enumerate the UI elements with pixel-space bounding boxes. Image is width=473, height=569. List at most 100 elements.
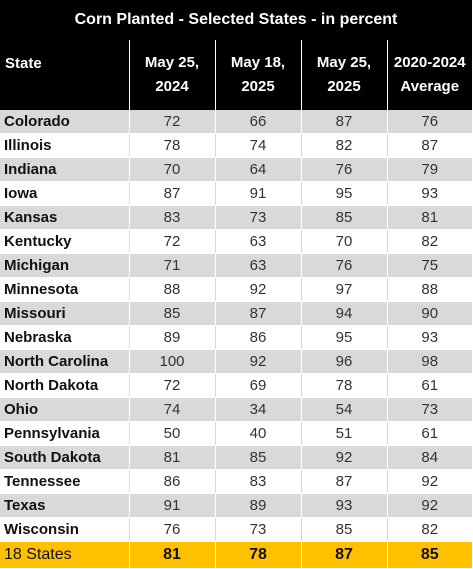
- table-row: North Dakota 72 69 78 61: [0, 373, 472, 398]
- state-name-cell: Missouri: [0, 301, 129, 326]
- state-name-cell: Kansas: [0, 205, 129, 230]
- value-cell: 63: [214, 229, 301, 254]
- column-header: 2020-2024 Average: [386, 40, 472, 110]
- value-cell: 61: [386, 373, 472, 398]
- state-name-cell: South Dakota: [0, 445, 129, 470]
- table-row: Illinois 78 74 82 87: [0, 133, 472, 158]
- column-header: May 25, 2025: [300, 40, 387, 110]
- value-cell: 87: [214, 301, 301, 326]
- value-cell: 94: [300, 301, 387, 326]
- value-cell: 70: [128, 157, 215, 182]
- value-cell: 79: [386, 157, 472, 182]
- value-cell: 74: [214, 133, 301, 158]
- value-cell: 85: [300, 517, 387, 542]
- value-cell: 76: [128, 517, 215, 542]
- state-name-cell: Pennsylvania: [0, 421, 129, 446]
- state-name-cell: Tennessee: [0, 469, 129, 494]
- state-name-cell: Illinois: [0, 133, 129, 158]
- value-cell: 89: [214, 493, 301, 518]
- value-cell: 72: [128, 110, 215, 134]
- table-row: Iowa 87 91 95 93: [0, 181, 472, 206]
- value-cell: 64: [214, 157, 301, 182]
- state-name-cell: Minnesota: [0, 277, 129, 302]
- column-header-line: Average: [400, 78, 460, 95]
- column-header-line: 2020-2024: [393, 54, 466, 71]
- state-name-cell: North Dakota: [0, 373, 129, 398]
- value-cell: 34: [214, 397, 301, 422]
- value-cell: 89: [128, 325, 215, 350]
- value-cell: 86: [214, 325, 301, 350]
- state-name-cell: North Carolina: [0, 349, 129, 374]
- table-row: Kansas 83 73 85 81: [0, 205, 472, 230]
- value-cell: 66: [214, 110, 301, 134]
- table-row: Missouri 85 87 94 90: [0, 301, 472, 326]
- column-header: State: [0, 40, 129, 110]
- total-row: 18 States 81 78 87 85: [0, 541, 472, 569]
- value-cell: 82: [386, 229, 472, 254]
- value-cell: 76: [300, 253, 387, 278]
- total-value-cell: 87: [300, 541, 387, 569]
- state-name-cell: Ohio: [0, 397, 129, 422]
- value-cell: 69: [214, 373, 301, 398]
- value-cell: 54: [300, 397, 387, 422]
- value-cell: 90: [386, 301, 472, 326]
- table-row: Pennsylvania 50 40 51 61: [0, 421, 472, 446]
- value-cell: 92: [386, 469, 472, 494]
- value-cell: 92: [214, 349, 301, 374]
- state-name-cell: Nebraska: [0, 325, 129, 350]
- value-cell: 87: [128, 181, 215, 206]
- column-header: May 18, 2025: [214, 40, 301, 110]
- table-row: Indiana 70 64 76 79: [0, 157, 472, 182]
- value-cell: 70: [300, 229, 387, 254]
- table-row: Texas 91 89 93 92: [0, 493, 472, 518]
- column-header-line: May 18,: [230, 54, 286, 71]
- value-cell: 81: [386, 205, 472, 230]
- value-cell: 85: [300, 205, 387, 230]
- value-cell: 76: [300, 157, 387, 182]
- value-cell: 83: [128, 205, 215, 230]
- value-cell: 96: [300, 349, 387, 374]
- value-cell: 100: [128, 349, 215, 374]
- header-row: State May 25, 2024 May 18, 2025 May 25, 2025 20…: [0, 40, 472, 110]
- value-cell: 97: [300, 277, 387, 302]
- value-cell: 82: [386, 517, 472, 542]
- value-cell: 40: [214, 421, 301, 446]
- table-row: Wisconsin 76 73 85 82: [0, 517, 472, 542]
- state-name-cell: Kentucky: [0, 229, 129, 254]
- value-cell: 84: [386, 445, 472, 470]
- value-cell: 93: [300, 493, 387, 518]
- value-cell: 92: [386, 493, 472, 518]
- value-cell: 92: [214, 277, 301, 302]
- table-row: Michigan 71 63 76 75: [0, 253, 472, 278]
- value-cell: 74: [128, 397, 215, 422]
- table-body: Colorado 72 66 87 76 Illinois 78 74 82 87 Indiana 7…: [0, 110, 472, 569]
- value-cell: 72: [128, 373, 215, 398]
- value-cell: 81: [128, 445, 215, 470]
- column-header-line: May 25,: [316, 54, 372, 71]
- value-cell: 91: [128, 493, 215, 518]
- column-header-line: 2024: [155, 78, 189, 95]
- table-row: Ohio 74 34 54 73: [0, 397, 472, 422]
- state-name-cell: Michigan: [0, 253, 129, 278]
- value-cell: 63: [214, 253, 301, 278]
- value-cell: 83: [214, 469, 301, 494]
- state-name-cell: Texas: [0, 493, 129, 518]
- value-cell: 78: [300, 373, 387, 398]
- column-header: May 25, 2024: [128, 40, 215, 110]
- value-cell: 75: [386, 253, 472, 278]
- state-name-cell: Indiana: [0, 157, 129, 182]
- table-header: State May 25, 2024 May 18, 2025 May 25, 2025 20…: [0, 40, 472, 110]
- table-row: Nebraska 89 86 95 93: [0, 325, 472, 350]
- state-name-cell: Wisconsin: [0, 517, 129, 542]
- value-cell: 71: [128, 253, 215, 278]
- value-cell: 98: [386, 349, 472, 374]
- value-cell: 92: [300, 445, 387, 470]
- table-row: Minnesota 88 92 97 88: [0, 277, 472, 302]
- value-cell: 61: [386, 421, 472, 446]
- value-cell: 95: [300, 181, 387, 206]
- table-row: Kentucky 72 63 70 82: [0, 229, 472, 254]
- value-cell: 91: [214, 181, 301, 206]
- value-cell: 95: [300, 325, 387, 350]
- corn-planted-table: State May 25, 2024 May 18, 2025 May 25, 2025 20…: [0, 40, 472, 569]
- table-row: South Dakota 81 85 92 84: [0, 445, 472, 470]
